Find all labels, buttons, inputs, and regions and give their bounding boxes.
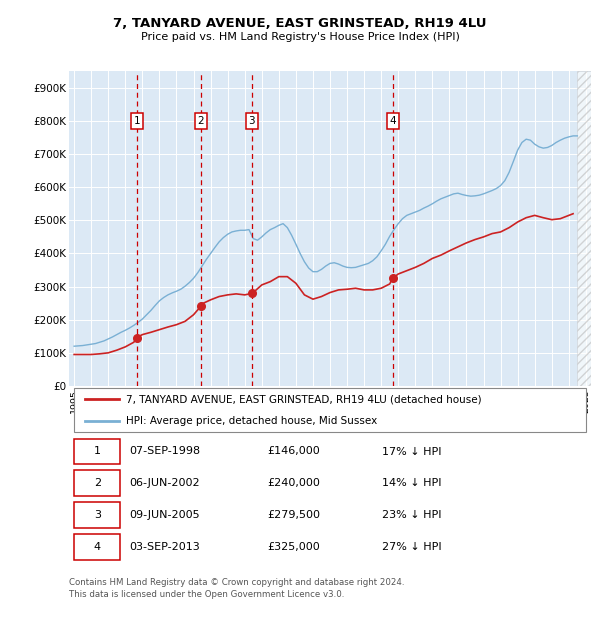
Text: 1: 1	[94, 446, 101, 456]
Text: Price paid vs. HM Land Registry's House Price Index (HPI): Price paid vs. HM Land Registry's House …	[140, 32, 460, 42]
Text: 7, TANYARD AVENUE, EAST GRINSTEAD, RH19 4LU: 7, TANYARD AVENUE, EAST GRINSTEAD, RH19 …	[113, 17, 487, 30]
Text: 2: 2	[197, 116, 204, 126]
Text: 06-JUN-2002: 06-JUN-2002	[129, 479, 200, 489]
FancyBboxPatch shape	[74, 502, 120, 528]
Text: Contains HM Land Registry data © Crown copyright and database right 2024.
This d: Contains HM Land Registry data © Crown c…	[69, 578, 404, 598]
FancyBboxPatch shape	[74, 534, 120, 560]
Text: 7, TANYARD AVENUE, EAST GRINSTEAD, RH19 4LU (detached house): 7, TANYARD AVENUE, EAST GRINSTEAD, RH19 …	[127, 394, 482, 404]
Text: 09-JUN-2005: 09-JUN-2005	[129, 510, 200, 520]
Text: 4: 4	[389, 116, 396, 126]
Text: 27% ↓ HPI: 27% ↓ HPI	[382, 542, 442, 552]
Text: 17% ↓ HPI: 17% ↓ HPI	[382, 446, 442, 456]
Text: 14% ↓ HPI: 14% ↓ HPI	[382, 479, 442, 489]
Text: HPI: Average price, detached house, Mid Sussex: HPI: Average price, detached house, Mid …	[127, 417, 377, 427]
Text: 23% ↓ HPI: 23% ↓ HPI	[382, 510, 442, 520]
Text: 2: 2	[94, 479, 101, 489]
FancyBboxPatch shape	[74, 471, 120, 497]
Text: £279,500: £279,500	[268, 510, 320, 520]
Text: 3: 3	[94, 510, 101, 520]
Text: 07-SEP-1998: 07-SEP-1998	[129, 446, 200, 456]
Text: £240,000: £240,000	[268, 479, 320, 489]
Text: 03-SEP-2013: 03-SEP-2013	[129, 542, 200, 552]
Text: £325,000: £325,000	[268, 542, 320, 552]
Text: £146,000: £146,000	[268, 446, 320, 456]
Text: 3: 3	[248, 116, 255, 126]
Text: 4: 4	[94, 542, 101, 552]
FancyBboxPatch shape	[74, 438, 120, 464]
Text: 1: 1	[133, 116, 140, 126]
FancyBboxPatch shape	[74, 388, 586, 432]
